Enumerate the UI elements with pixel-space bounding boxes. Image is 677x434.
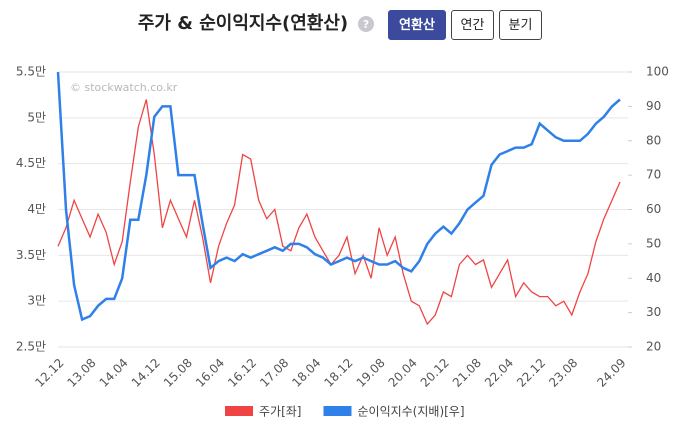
x-tick-label: 20.04 [386, 356, 420, 390]
x-tick-label: 19.08 [354, 356, 388, 390]
x-tick-label: 14.04 [97, 356, 131, 390]
x-tick-label: 21.08 [450, 356, 484, 390]
help-text: ? [363, 18, 369, 31]
y2-tick-label: 50 [646, 236, 661, 250]
x-tick-label: 15.08 [161, 356, 195, 390]
legend-swatch [225, 406, 253, 416]
y-tick-label: 5.5만 [16, 65, 46, 79]
x-tick-label: 22.04 [482, 356, 516, 390]
legend-swatch [323, 406, 352, 416]
x-tick-label: 24.09 [594, 356, 628, 390]
x-tick-label: 16.04 [193, 356, 227, 390]
y2-tick-label: 100 [646, 65, 669, 79]
y2-tick-label: 20 [646, 340, 661, 354]
y-tick-label: 2.5만 [16, 340, 46, 354]
y-tick-label: 3.5만 [16, 248, 46, 262]
x-tick-label: 18.04 [289, 356, 323, 390]
x-tick-label: 14.12 [129, 356, 163, 390]
x-tick-label: 23.08 [546, 356, 580, 390]
y2-tick-label: 70 [646, 168, 661, 182]
legend-label: 주가[좌] [259, 405, 301, 419]
x-tick-label: 17.08 [257, 356, 291, 390]
series-line [56, 71, 621, 322]
button[interactable]: 연간 [451, 10, 494, 40]
y2-tick-label: 40 [646, 271, 661, 285]
help-icon [358, 16, 374, 32]
button[interactable]: 연환산 [388, 10, 446, 40]
y-tick-label: 3만 [27, 294, 46, 308]
watermark: © stockwatch.co.kr [70, 81, 178, 94]
x-tick-label: 18.12 [321, 356, 355, 390]
y2-tick-label: 80 [646, 133, 661, 147]
x-tick-label: 13.08 [65, 356, 99, 390]
y-tick-label: 4.5만 [16, 156, 46, 170]
series-line [57, 99, 621, 326]
x-tick-label: 12.12 [32, 356, 66, 390]
y2-tick-label: 60 [646, 202, 661, 216]
y-tick-label: 5만 [27, 110, 46, 124]
x-tick-label: 22.12 [514, 356, 548, 390]
button[interactable]: 분기 [499, 10, 542, 40]
y2-tick-label: 30 [646, 305, 661, 319]
y2-tick-label: 90 [646, 99, 661, 113]
x-tick-label: 16.12 [225, 356, 259, 390]
y-tick-label: 4만 [27, 202, 46, 216]
x-tick-label: 20.12 [418, 356, 452, 390]
chart-title: 주가 & 순이익지수(연환산) [138, 12, 348, 34]
legend-label: 순이익지수(지배)[우] [357, 405, 464, 419]
